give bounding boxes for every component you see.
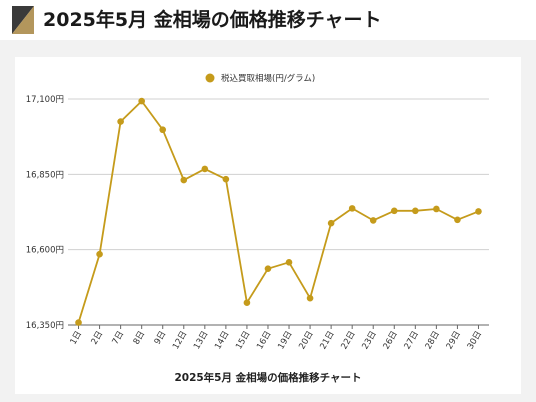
x-tick-label: 28日 bbox=[424, 330, 442, 352]
x-tick-label: 14日 bbox=[213, 330, 231, 352]
legend-label: 税込買取相場(円/グラム) bbox=[221, 73, 315, 84]
data-point bbox=[369, 217, 377, 224]
x-tick-label: 9日 bbox=[153, 330, 169, 347]
data-point bbox=[285, 259, 293, 266]
x-tick-label: 15日 bbox=[234, 330, 252, 352]
data-point bbox=[327, 219, 335, 227]
data-point bbox=[348, 205, 356, 212]
data-point bbox=[159, 126, 167, 134]
page-title: 2025年5月 金相場の価格推移チャート bbox=[43, 9, 382, 31]
x-tick-label: 23日 bbox=[360, 330, 378, 352]
x-tick-label: 13日 bbox=[192, 330, 210, 352]
page-header: 2025年5月 金相場の価格推移チャート bbox=[0, 0, 536, 40]
line-chart: 16,350円 16,600円 16,850円 17,100円 1日 2日 7日 8日 9日 12… bbox=[26, 73, 489, 384]
data-point bbox=[390, 207, 398, 215]
data-point bbox=[306, 294, 314, 302]
x-tick-label: 8日 bbox=[132, 330, 148, 347]
series-line bbox=[77, 100, 479, 323]
y-tick-label: 17,100円 bbox=[26, 95, 64, 105]
y-tick-label: 16,350円 bbox=[26, 321, 64, 331]
x-tick-label: 16日 bbox=[255, 330, 273, 352]
x-tick-label: 19日 bbox=[276, 330, 294, 352]
chart-title: 2025年5月 金相場の価格推移チャート bbox=[174, 371, 361, 384]
x-tick-label: 26日 bbox=[382, 330, 400, 352]
x-tick-label: 29日 bbox=[445, 330, 463, 352]
data-point bbox=[138, 97, 145, 105]
legend-marker bbox=[205, 73, 215, 83]
data-point bbox=[475, 208, 482, 215]
chart-card: 16,350円 16,600円 16,850円 17,100円 1日 2日 7日 8日 9日 12… bbox=[15, 57, 521, 394]
x-tick-label: 20日 bbox=[297, 330, 315, 352]
x-tick-label: 2日 bbox=[90, 330, 106, 347]
y-tick-label: 16,600円 bbox=[26, 246, 64, 256]
x-tick-label: 1日 bbox=[69, 330, 85, 347]
x-tick-label: 22日 bbox=[339, 330, 357, 352]
data-point bbox=[96, 250, 103, 258]
data-point bbox=[117, 118, 124, 125]
data-point bbox=[180, 176, 188, 184]
brand-logo-icon bbox=[12, 6, 34, 34]
x-tick-label: 30日 bbox=[466, 330, 484, 352]
y-tick-label: 16,850円 bbox=[26, 170, 64, 180]
data-point bbox=[243, 299, 251, 307]
x-tick-label: 12日 bbox=[171, 330, 189, 352]
x-tick-label: 27日 bbox=[403, 330, 421, 352]
data-point bbox=[433, 205, 440, 213]
x-tick-label: 7日 bbox=[111, 330, 127, 347]
data-point bbox=[412, 207, 419, 215]
data-point bbox=[201, 165, 209, 173]
data-point bbox=[222, 175, 230, 183]
data-point bbox=[264, 265, 272, 272]
data-point bbox=[454, 216, 461, 224]
x-tick-label: 21日 bbox=[318, 330, 336, 352]
data-point bbox=[75, 319, 82, 326]
